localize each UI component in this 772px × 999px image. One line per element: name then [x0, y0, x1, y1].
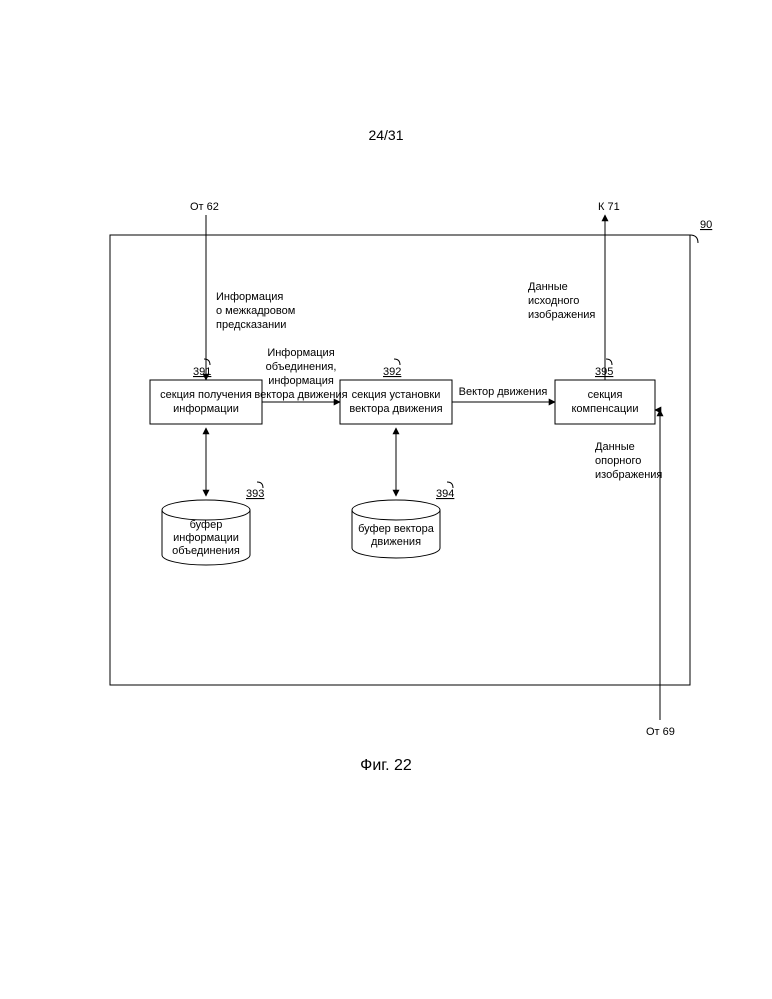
e1-l3: информация — [268, 375, 334, 387]
figure-caption: Фиг. 22 — [360, 757, 412, 774]
in-left-l3: предсказании — [216, 319, 286, 331]
in-left-l2: о межкадровом — [216, 305, 295, 317]
out-top-l3: изображения — [528, 309, 595, 321]
outer-id: 90 — [700, 219, 712, 231]
io-from-69: От 69 — [646, 726, 675, 738]
in-left-l1: Информация — [216, 291, 283, 303]
block-395-l1: секция — [588, 389, 623, 401]
io-from-62: От 62 — [190, 201, 219, 213]
cyl-393-l3: объединения — [172, 545, 240, 557]
in-bot-l3: изображения — [595, 469, 662, 481]
block-392 — [340, 380, 452, 424]
block-392-l2: вектора движения — [349, 403, 442, 415]
out-top-l2: исходного — [528, 295, 579, 307]
e1-l4: вектора движения — [254, 389, 347, 401]
out-top-l1: Данные — [528, 281, 568, 293]
cylinder-393: буфер информации объединения — [162, 500, 250, 565]
cyl-394-id: 394 — [436, 488, 454, 500]
figure-22-diagram: 24/31 90 От 62 Информация о межкадровом … — [0, 0, 772, 999]
block-395-l2: компенсации — [572, 403, 639, 415]
page-number: 24/31 — [368, 127, 403, 143]
e2: Вектор движения — [459, 386, 548, 398]
block-391-l1: секция получения — [160, 389, 252, 401]
block-395-id: 395 — [595, 366, 613, 378]
block-392-id: 392 — [383, 366, 401, 378]
cylinder-394: буфер вектора движения — [352, 500, 440, 558]
cyl-394-l1: буфер вектора — [358, 523, 435, 535]
cyl-393-l1: буфер — [190, 519, 223, 531]
block-391-l2: информации — [173, 403, 239, 415]
block-391-id: 391 — [193, 366, 211, 378]
cyl-393-l2: информации — [173, 532, 239, 544]
block-391 — [150, 380, 262, 424]
block-395 — [555, 380, 655, 424]
cyl-394-l2: движения — [371, 536, 421, 548]
e1-l1: Информация — [267, 347, 334, 359]
in-bot-l2: опорного — [595, 455, 641, 467]
block-392-l1: секция установки — [352, 389, 441, 401]
io-to-71: К 71 — [598, 201, 620, 213]
cyl-393-id: 393 — [246, 488, 264, 500]
in-bot-l1: Данные — [595, 441, 635, 453]
e1-l2: объединения, — [266, 361, 337, 373]
